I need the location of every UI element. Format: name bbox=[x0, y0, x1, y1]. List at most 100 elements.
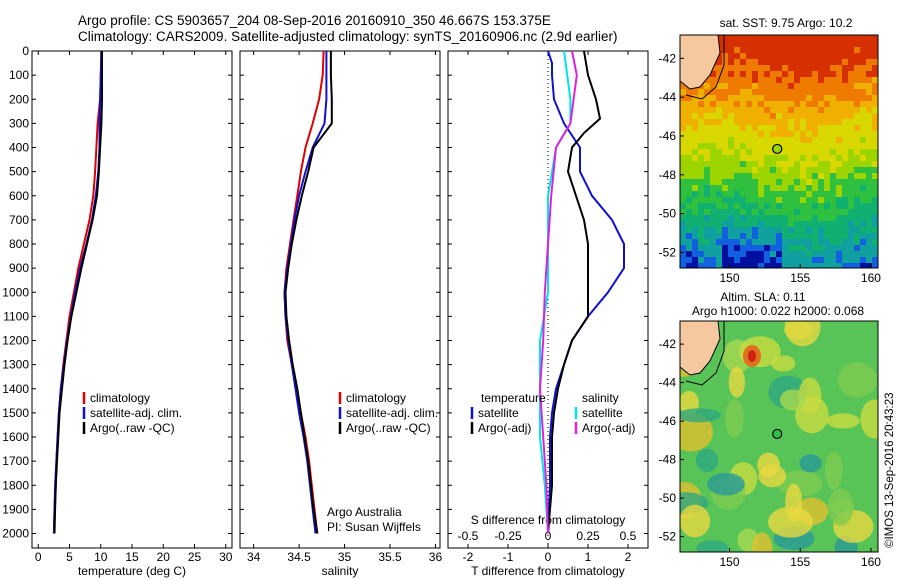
sst-cell bbox=[866, 233, 873, 240]
sst-cell bbox=[728, 149, 735, 156]
sst-cell bbox=[740, 149, 747, 156]
sst-cell bbox=[806, 95, 813, 102]
sst-cell bbox=[764, 83, 771, 90]
sst-cell bbox=[860, 167, 867, 174]
sst-cell bbox=[854, 113, 861, 120]
sst-cell bbox=[812, 65, 819, 72]
sst-cell bbox=[686, 143, 693, 150]
sst-cell bbox=[734, 191, 741, 198]
sst-cell bbox=[746, 71, 753, 78]
sst-cell bbox=[806, 101, 813, 108]
sst-cell bbox=[728, 113, 735, 120]
sst-cell bbox=[692, 215, 699, 222]
sst-cell bbox=[866, 191, 873, 198]
sst-cell bbox=[860, 41, 867, 48]
sst-cell bbox=[788, 209, 795, 216]
sst-cell bbox=[830, 149, 837, 156]
sst-cell bbox=[776, 83, 783, 90]
sst-cell bbox=[830, 245, 837, 252]
sst-cell bbox=[836, 71, 843, 78]
sst-cell bbox=[854, 89, 861, 96]
sst-cell bbox=[752, 53, 759, 60]
sst-cell bbox=[758, 221, 765, 228]
sst-cell bbox=[710, 119, 717, 126]
sst-cell bbox=[872, 191, 878, 198]
sst-cell bbox=[788, 83, 795, 90]
sst-cell bbox=[860, 197, 867, 204]
sst-cell bbox=[866, 125, 873, 132]
sst-cell bbox=[824, 209, 831, 216]
sst-cell bbox=[830, 179, 837, 186]
sst-cell bbox=[860, 155, 867, 162]
sst-cell bbox=[698, 167, 705, 174]
sst-cell bbox=[788, 95, 795, 102]
sst-cell bbox=[764, 185, 771, 192]
sst-cell bbox=[806, 221, 813, 228]
sst-cell bbox=[758, 245, 765, 252]
sst-cell bbox=[776, 41, 783, 48]
sst-cell bbox=[872, 239, 878, 246]
sst-cell bbox=[770, 233, 777, 240]
sst-cell bbox=[776, 257, 783, 264]
legend-label: climatology bbox=[346, 391, 406, 405]
sst-cell bbox=[740, 221, 747, 228]
sst-cell bbox=[824, 149, 831, 156]
sla-anomaly-blob bbox=[758, 464, 786, 488]
sst-cell bbox=[758, 179, 765, 186]
sst-cell bbox=[752, 173, 759, 180]
sst-cell bbox=[830, 83, 837, 90]
sst-cell bbox=[698, 161, 705, 168]
sst-cell bbox=[680, 245, 687, 252]
sst-cell bbox=[818, 215, 825, 222]
sst-cell bbox=[692, 101, 699, 108]
sst-cell bbox=[836, 107, 843, 114]
sst-cell bbox=[710, 221, 717, 228]
sst-cell bbox=[728, 155, 735, 162]
sst-cell bbox=[842, 233, 849, 240]
temperature-plot-frame bbox=[31, 50, 233, 549]
depth-tick-label: 1100 bbox=[3, 309, 29, 323]
sst-cell bbox=[752, 161, 759, 168]
sst-cell bbox=[776, 131, 783, 138]
sst-cell bbox=[818, 203, 825, 210]
sst-cell bbox=[686, 245, 693, 252]
sst-cell bbox=[752, 131, 759, 138]
sst-cell bbox=[734, 77, 741, 84]
sst-cell bbox=[692, 167, 699, 174]
sst-cell bbox=[764, 251, 771, 258]
sst-cell bbox=[716, 77, 723, 84]
sst-cell bbox=[818, 89, 825, 96]
sst-cell bbox=[716, 95, 723, 102]
sst-cell bbox=[740, 113, 747, 120]
sst-cell bbox=[872, 101, 878, 108]
sst-cell bbox=[830, 71, 837, 78]
sst-cell bbox=[776, 221, 783, 228]
sst-cell bbox=[680, 125, 687, 132]
sst-cell bbox=[854, 173, 861, 180]
sst-cell bbox=[818, 101, 825, 108]
sst-cell bbox=[680, 263, 687, 268]
sst-cell bbox=[866, 173, 873, 180]
sst-cell bbox=[686, 179, 693, 186]
sst-cell bbox=[752, 77, 759, 84]
sst-cell bbox=[776, 101, 783, 108]
sst-cell bbox=[704, 149, 711, 156]
sst-cell bbox=[680, 131, 687, 138]
sst-cell bbox=[752, 143, 759, 150]
sst-cell bbox=[692, 239, 699, 246]
sst-cell bbox=[770, 257, 777, 264]
sst-cell bbox=[680, 233, 687, 240]
sst-cell bbox=[698, 221, 705, 228]
sst-cell bbox=[734, 107, 741, 114]
sst-cell bbox=[836, 173, 843, 180]
sst-cell bbox=[800, 221, 807, 228]
sst-cell bbox=[770, 107, 777, 114]
sst-cell bbox=[812, 233, 819, 240]
difference-line-salinity-argo_salinity bbox=[539, 50, 578, 534]
sst-cell bbox=[812, 179, 819, 186]
sst-cell bbox=[782, 173, 789, 180]
sst-cell bbox=[842, 215, 849, 222]
sst-cell bbox=[818, 77, 825, 84]
sst-cell bbox=[854, 107, 861, 114]
sst-cell bbox=[758, 215, 765, 222]
